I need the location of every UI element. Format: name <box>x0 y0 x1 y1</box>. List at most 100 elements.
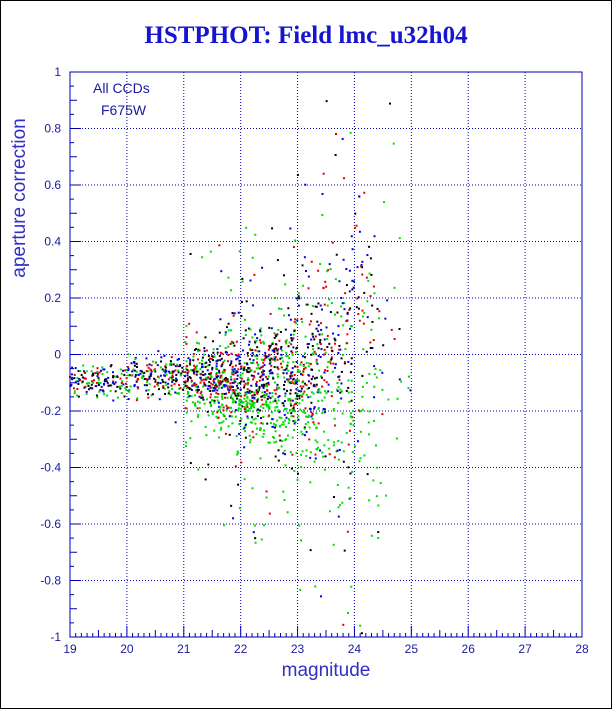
scatter-point <box>244 329 247 332</box>
scatter-point <box>164 381 167 384</box>
axis-ticks <box>69 71 583 638</box>
scatter-point <box>227 329 230 332</box>
scatter-point <box>351 410 354 413</box>
scatter-point <box>300 387 303 390</box>
scatter-point <box>209 401 212 404</box>
scatter-point <box>301 355 304 358</box>
scatter-point <box>332 543 335 546</box>
scatter-point <box>195 364 198 367</box>
scatter-point <box>76 388 79 391</box>
scatter-point <box>157 375 160 378</box>
scatter-point <box>270 357 273 360</box>
scatter-point <box>240 461 243 464</box>
scatter-point <box>215 362 218 365</box>
scatter-point <box>256 346 259 349</box>
scatter-point <box>315 305 318 308</box>
scatter-point <box>297 369 300 372</box>
scatter-point <box>315 412 318 415</box>
scatter-point <box>246 397 249 400</box>
scatter-point <box>280 366 283 369</box>
scatter-point <box>275 343 278 346</box>
scatter-point <box>273 357 276 360</box>
scatter-point <box>357 296 360 299</box>
scatter-point <box>264 355 267 358</box>
scatter-point <box>249 438 252 441</box>
scatter-point <box>289 377 292 380</box>
scatter-point <box>274 347 277 350</box>
scatter-point <box>279 425 282 428</box>
scatter-point <box>178 387 181 390</box>
scatter-point <box>75 380 78 383</box>
scatter-point <box>218 244 221 247</box>
scatter-point <box>185 387 188 390</box>
scatter-point <box>308 438 311 441</box>
scatter-point <box>273 422 276 425</box>
scatter-point <box>192 369 195 372</box>
scatter-point <box>243 478 246 481</box>
scatter-point <box>227 425 230 428</box>
scatter-point <box>232 517 235 520</box>
scatter-point <box>250 369 253 372</box>
scatter-point <box>136 373 139 376</box>
scatter-point <box>198 349 201 352</box>
scatter-point <box>259 409 262 412</box>
scatter-point <box>200 390 203 393</box>
scatter-point <box>241 280 244 283</box>
scatter-point <box>323 303 326 306</box>
scatter-point <box>223 378 226 381</box>
scatter-point <box>295 361 298 364</box>
scatter-point <box>199 381 202 384</box>
scatter-point <box>285 425 288 428</box>
scatter-point <box>101 366 104 369</box>
scatter-point <box>301 264 304 267</box>
scatter-point <box>302 367 305 370</box>
scatter-point <box>103 383 106 386</box>
scatter-point <box>207 358 210 361</box>
scatter-point <box>319 304 322 307</box>
scatter-point <box>328 453 331 456</box>
scatter-point <box>360 265 363 268</box>
scatter-point <box>205 349 208 352</box>
scatter-point <box>218 408 221 411</box>
scatter-point <box>299 363 302 366</box>
scatter-point <box>292 410 295 413</box>
scatter-point <box>333 337 336 340</box>
scatter-point <box>220 270 223 273</box>
scatter-point <box>354 212 357 215</box>
annotation-ccds: All CCDs <box>93 80 150 96</box>
scatter-point <box>243 366 246 369</box>
scatter-point <box>292 406 295 409</box>
scatter-point <box>175 392 178 395</box>
scatter-point <box>299 588 302 591</box>
scatter-point <box>250 404 253 407</box>
scatter-point <box>371 347 374 350</box>
scatter-point <box>239 381 242 384</box>
scatter-point <box>303 427 306 430</box>
scatter-point <box>277 449 280 452</box>
scatter-point <box>255 367 258 370</box>
scatter-point <box>219 428 222 431</box>
scatter-point <box>243 362 246 365</box>
scatter-point <box>266 405 269 408</box>
scatter-point <box>123 373 126 376</box>
scatter-point <box>333 456 336 459</box>
scatter-point <box>120 382 123 385</box>
scatter-point <box>346 311 349 314</box>
scatter-point <box>262 415 265 418</box>
scatter-point <box>188 322 191 325</box>
scatter-point <box>158 398 161 401</box>
scatter-point <box>205 376 208 379</box>
scatter-point <box>284 395 287 398</box>
scatter-point <box>251 487 254 490</box>
scatter-point <box>186 392 189 395</box>
scatter-point <box>165 384 168 387</box>
scatter-point <box>262 361 265 364</box>
scatter-point <box>186 377 189 380</box>
scatter-point <box>210 405 213 408</box>
scatter-point <box>338 280 341 283</box>
scatter-point <box>336 388 339 391</box>
scatter-point <box>258 329 261 332</box>
scatter-point <box>154 361 157 364</box>
scatter-point <box>278 394 281 397</box>
scatter-point <box>235 358 238 361</box>
